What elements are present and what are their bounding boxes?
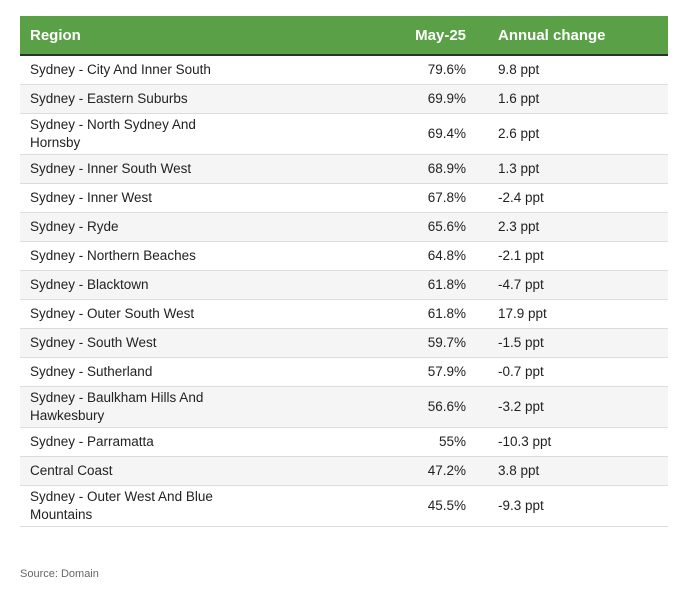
region-cell: Sydney - Inner West (20, 183, 398, 213)
region-label: Sydney - Inner West (30, 190, 153, 205)
region-cell: Sydney - Baulkham Hills And Hawkesbury (20, 386, 398, 428)
region-cell: Sydney - Parramatta (20, 427, 398, 457)
change-cell: 1.6 ppt (478, 84, 668, 114)
change-cell: -0.7 ppt (478, 357, 668, 387)
value-cell: 55% (398, 427, 478, 457)
value-cell: 65.6% (398, 212, 478, 242)
value-cell: 79.6% (398, 55, 478, 85)
region-cell: Sydney - North Sydney And Hornsby (20, 113, 398, 155)
region-cell: Sydney - City And Inner South (20, 55, 398, 85)
value-cell: 47.2% (398, 456, 478, 486)
header-row: Region May-25 Annual change (20, 16, 668, 56)
region-cell: Sydney - Ryde (20, 212, 398, 242)
table-row: Sydney - Blacktown 61.8% -4.7 ppt (20, 270, 668, 300)
change-cell: 1.3 ppt (478, 154, 668, 184)
table-row: Sydney - Baulkham Hills And Hawkesbury 5… (20, 386, 668, 428)
table-row: Sydney - Inner South West 68.9% 1.3 ppt (20, 154, 668, 184)
value-cell: 61.8% (398, 299, 478, 329)
table-row: Sydney - Eastern Suburbs 69.9% 1.6 ppt (20, 84, 668, 114)
region-label: Sydney - South West (30, 335, 157, 350)
source-note: Source: Domain (20, 568, 99, 580)
value-cell: 56.6% (398, 386, 478, 428)
region-label: Sydney - Baulkham Hills And Hawkesbury (30, 390, 204, 423)
table-row: Sydney - Sutherland 57.9% -0.7 ppt (20, 357, 668, 387)
table-row: Sydney - Outer South West 61.8% 17.9 ppt (20, 299, 668, 329)
change-cell: 9.8 ppt (478, 55, 668, 85)
change-cell: -2.1 ppt (478, 241, 668, 271)
region-table: Region May-25 Annual change Sydney - Cit… (20, 16, 668, 527)
value-cell: 61.8% (398, 270, 478, 300)
region-label: Sydney - Northern Beaches (30, 248, 196, 263)
region-cell: Sydney - Outer South West (20, 299, 398, 329)
region-cell: Sydney - Inner South West (20, 154, 398, 184)
region-cell: Sydney - Eastern Suburbs (20, 84, 398, 114)
table-row: Central Coast 47.2% 3.8 ppt (20, 456, 668, 486)
value-cell: 45.5% (398, 485, 478, 527)
region-label: Sydney - Ryde (30, 219, 119, 234)
change-cell: -10.3 ppt (478, 427, 668, 457)
table-row: Sydney - South West 59.7% -1.5 ppt (20, 328, 668, 358)
change-cell: -1.5 ppt (478, 328, 668, 358)
header-annual-change: Annual change (478, 16, 668, 56)
change-cell: 3.8 ppt (478, 456, 668, 486)
value-cell: 64.8% (398, 241, 478, 271)
region-label: Sydney - City And Inner South (30, 62, 211, 77)
region-cell: Sydney - Northern Beaches (20, 241, 398, 271)
table-row: Sydney - Outer West And Blue Mountains 4… (20, 485, 668, 527)
region-cell: Sydney - South West (20, 328, 398, 358)
table-row: Sydney - City And Inner South 79.6% 9.8 … (20, 55, 668, 85)
table-row: Sydney - North Sydney And Hornsby 69.4% … (20, 113, 668, 155)
region-label: Sydney - Outer West And Blue Mountains (30, 489, 213, 522)
region-label: Sydney - Eastern Suburbs (30, 91, 188, 106)
region-label: Sydney - Outer South West (30, 306, 195, 321)
table-container: Region May-25 Annual change Sydney - Cit… (20, 16, 668, 527)
change-cell: 2.3 ppt (478, 212, 668, 242)
value-cell: 57.9% (398, 357, 478, 387)
table-row: Sydney - Northern Beaches 64.8% -2.1 ppt (20, 241, 668, 271)
value-cell: 69.4% (398, 113, 478, 155)
region-label: Sydney - Parramatta (30, 434, 154, 449)
change-cell: 17.9 ppt (478, 299, 668, 329)
change-cell: -3.2 ppt (478, 386, 668, 428)
value-cell: 59.7% (398, 328, 478, 358)
region-label: Central Coast (30, 463, 113, 478)
region-label: Sydney - Sutherland (30, 364, 153, 379)
region-cell: Central Coast (20, 456, 398, 486)
change-cell: -4.7 ppt (478, 270, 668, 300)
change-cell: -9.3 ppt (478, 485, 668, 527)
region-label: Sydney - Inner South West (30, 161, 192, 176)
change-cell: 2.6 ppt (478, 113, 668, 155)
header-region: Region (20, 16, 398, 56)
region-cell: Sydney - Outer West And Blue Mountains (20, 485, 398, 527)
region-cell: Sydney - Sutherland (20, 357, 398, 387)
change-cell: -2.4 ppt (478, 183, 668, 213)
table-body: Sydney - City And Inner South 79.6% 9.8 … (20, 55, 668, 527)
region-cell: Sydney - Blacktown (20, 270, 398, 300)
region-label: Sydney - North Sydney And Hornsby (30, 117, 196, 150)
value-cell: 68.9% (398, 154, 478, 184)
value-cell: 69.9% (398, 84, 478, 114)
value-cell: 67.8% (398, 183, 478, 213)
table-header: Region May-25 Annual change (20, 16, 668, 56)
table-row: Sydney - Parramatta 55% -10.3 ppt (20, 427, 668, 457)
header-month: May-25 (398, 16, 478, 56)
region-label: Sydney - Blacktown (30, 277, 149, 292)
table-row: Sydney - Ryde 65.6% 2.3 ppt (20, 212, 668, 242)
table-row: Sydney - Inner West 67.8% -2.4 ppt (20, 183, 668, 213)
